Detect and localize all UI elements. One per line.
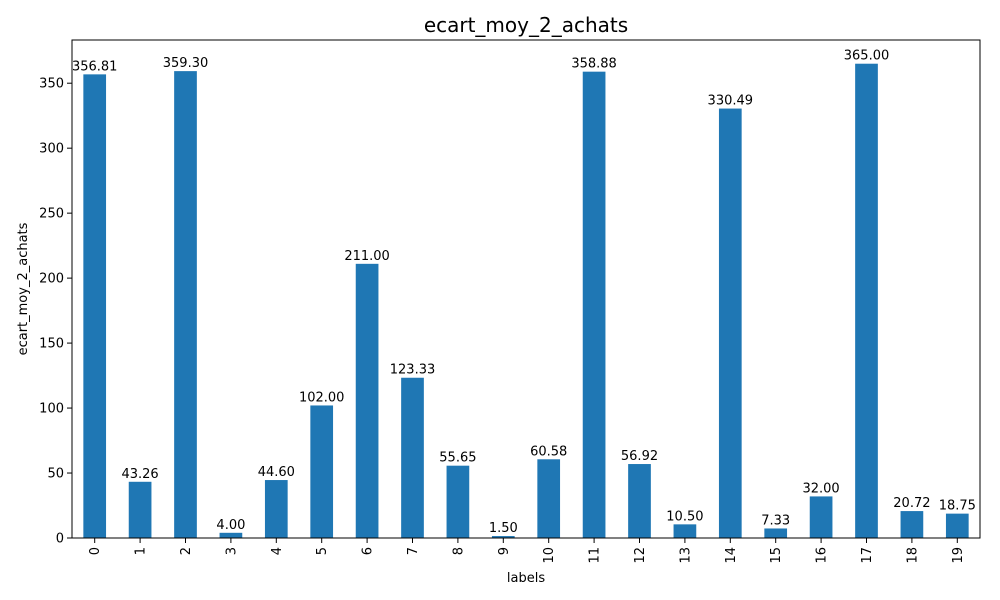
bar [764,528,788,538]
x-tick-label: 9 [497,547,512,555]
bar-value-label: 18.75 [939,499,976,514]
y-tick-label: 200 [39,272,64,287]
bar [809,496,833,538]
y-tick-label: 100 [39,402,64,417]
x-tick-label: 12 [633,547,648,564]
bar-value-label: 7.33 [761,513,790,528]
x-tick-label: 18 [905,547,920,564]
x-tick-label: 14 [724,547,739,564]
x-tick-label: 17 [860,547,875,564]
x-tick-label: 0 [88,547,103,555]
bar [355,263,379,538]
x-tick-label: 11 [588,547,603,564]
bar-value-label: 123.33 [390,363,436,378]
x-tick-label: 2 [179,547,194,555]
bar-value-label: 102.00 [299,390,345,405]
x-tick-label: 3 [224,547,239,555]
bar-value-label: 60.58 [530,444,567,459]
plot-area: 0 50 100 150 200 250 300 350 356.81 0 43.26 1 359.30… [39,49,976,564]
bar [128,481,152,538]
x-tick-label: 19 [951,547,966,564]
x-tick-label: 13 [678,547,693,564]
y-tick-label: 150 [39,337,64,352]
bar [537,459,561,538]
y-tick-label: 350 [39,77,64,92]
chart-title: ecart_moy_2_achats [424,13,628,37]
x-tick-label: 15 [769,547,784,564]
bar-value-label: 211.00 [344,249,390,264]
y-tick-label: 300 [39,142,64,157]
bar [446,465,470,538]
bar [582,71,606,539]
bar-value-label: 10.50 [666,509,703,524]
bar [219,532,243,538]
bar [310,405,334,538]
bar-value-label: 4.00 [216,518,245,533]
x-tick-label: 1 [134,547,149,555]
bar [855,63,878,538]
y-tick-label: 250 [39,207,64,222]
bar [491,536,515,538]
bar-value-label: 44.60 [258,465,295,480]
bar [264,480,288,538]
bar-value-label: 330.49 [708,94,754,109]
bar [174,71,197,538]
bar-value-label: 32.00 [802,481,839,496]
plot-frame [71,39,981,539]
bar-value-label: 55.65 [439,451,476,466]
bar [401,377,424,538]
bar-value-label: 359.30 [163,56,209,71]
bar [900,511,924,538]
x-tick-label: 5 [315,547,330,555]
y-tick-label: 0 [56,532,64,547]
y-tick-label: 50 [47,467,64,482]
bar [83,74,107,538]
x-tick-label: 4 [270,547,285,555]
x-tick-label: 6 [361,547,376,555]
bar-value-label: 20.72 [893,496,930,511]
x-tick-label: 16 [815,547,830,564]
bar-value-label: 358.88 [571,57,617,72]
x-tick-label: 10 [542,547,557,564]
bar-value-label: 43.26 [121,467,158,482]
y-axis-label: ecart_moy_2_achats [16,222,31,355]
bar-value-label: 365.00 [844,49,890,64]
bar [718,108,742,539]
bar-value-label: 56.92 [621,449,658,464]
x-axis-label: labels [507,571,545,586]
bar-value-label: 356.81 [72,59,118,74]
x-tick-label: 7 [406,547,421,555]
bar [628,464,651,538]
bar [673,524,697,538]
bar [945,513,969,538]
bar-value-label: 1.50 [489,521,518,536]
x-tick-label: 8 [451,547,466,555]
